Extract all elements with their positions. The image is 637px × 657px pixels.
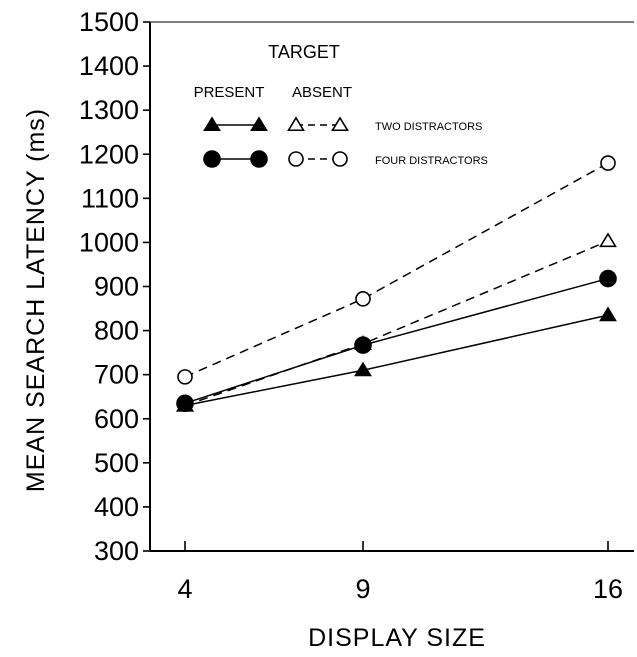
y-tick-label-1400: 1400 xyxy=(79,51,139,81)
legend-absent-label: ABSENT xyxy=(292,84,352,101)
y-tick-label-1200: 1200 xyxy=(79,139,139,169)
legend-present-marker-a-0 xyxy=(203,116,221,132)
axes xyxy=(149,21,634,552)
series-layer xyxy=(176,155,617,413)
series-0-point-1 xyxy=(354,361,372,377)
legend-present-marker-b-0 xyxy=(250,116,268,132)
series-1-point-2 xyxy=(599,232,617,248)
y-tick-label-600: 600 xyxy=(94,404,139,434)
legend-absent-marker-b-1 xyxy=(332,151,348,167)
series-line-1 xyxy=(184,240,609,407)
y-tick-label-700: 700 xyxy=(94,360,139,390)
series-3-point-1 xyxy=(355,291,371,307)
y-ticks: 300 400 500 600 700 800 900 1000 1100 1200 1300 140… xyxy=(79,7,150,566)
y-tick-label-1100: 1100 xyxy=(81,183,139,213)
y-tick-label-1000: 1000 xyxy=(79,227,139,257)
series-line-0 xyxy=(184,314,609,407)
series-2-point-1 xyxy=(354,336,372,354)
x-axis-title: DISPLAY SIZE xyxy=(308,624,486,652)
y-tick-label-900: 900 xyxy=(94,272,139,302)
legend-markers xyxy=(203,116,349,168)
series-2-point-2 xyxy=(599,269,617,288)
series-3-point-0 xyxy=(177,369,193,385)
y-axis-title: MEAN SEARCH LATENCY (ms) xyxy=(22,108,50,492)
legend-row-two-distractors: TWO DISTRACTORS xyxy=(375,121,482,133)
x-tick-label-4: 4 xyxy=(177,574,192,604)
legend-absent-marker-a-0 xyxy=(287,116,305,132)
legend-absent-marker-a-1 xyxy=(288,151,304,167)
legend-present-marker-a-1 xyxy=(203,150,221,168)
series-2-point-0 xyxy=(176,394,194,413)
series-line-2 xyxy=(184,277,609,405)
y-tick-label-1300: 1300 xyxy=(79,95,139,125)
series-3-point-2 xyxy=(600,155,616,171)
x-ticks: 4 9 16 xyxy=(177,541,623,604)
x-tick-label-16: 16 xyxy=(593,574,623,604)
legend-title: TARGET xyxy=(268,42,340,62)
y-tick-label-400: 400 xyxy=(94,492,139,522)
y-tick-label-800: 800 xyxy=(94,316,139,346)
legend-row-four-distractors: FOUR DISTRACTORS xyxy=(375,155,488,167)
y-tick-label-1500: 1500 xyxy=(79,7,139,37)
legend-present-marker-b-1 xyxy=(250,150,268,168)
y-tick-label-500: 500 xyxy=(94,448,139,478)
x-tick-label-9: 9 xyxy=(355,574,370,604)
legend-present-label: PRESENT xyxy=(194,84,265,101)
legend-absent-marker-b-0 xyxy=(331,116,349,132)
y-tick-label-300: 300 xyxy=(94,536,139,566)
series-0-point-2 xyxy=(599,306,617,322)
series-line-3 xyxy=(184,162,609,378)
legend: TARGET PRESENT ABSENT TWO DISTRACTORS FO… xyxy=(194,42,488,168)
